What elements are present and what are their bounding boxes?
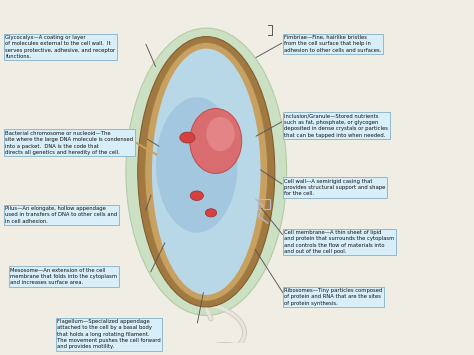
Text: Cell membrane—A thin sheet of lipid
and protein that surrounds the cytoplasm
and: Cell membrane—A thin sheet of lipid and … (284, 230, 395, 254)
Ellipse shape (138, 37, 275, 307)
Ellipse shape (126, 28, 287, 316)
Text: Inclusion/Granule—Stored nutrients
such as fat, phosphate, or glycogen
deposited: Inclusion/Granule—Stored nutrients such … (284, 114, 388, 138)
Text: Glycocalyx—A coating or layer
of molecules external to the cell wall.  It
serves: Glycocalyx—A coating or layer of molecul… (5, 35, 116, 59)
Text: Mesosome—An extension of the cell
membrane that folds into the cytoplasm
and inc: Mesosome—An extension of the cell membra… (10, 268, 117, 285)
Ellipse shape (205, 209, 217, 217)
Text: Bacterial chromosome or nucleoid—The
site where the large DNA molecule is conden: Bacterial chromosome or nucleoid—The sit… (5, 131, 134, 155)
Ellipse shape (152, 49, 261, 295)
Text: Fimbriae—Fine, hairlike bristles
from the cell surface that help in
adhesion to : Fimbriae—Fine, hairlike bristles from th… (284, 35, 382, 53)
Ellipse shape (156, 97, 237, 233)
Text: Ribosomes—Tiny particles composed
of protein and RNA that are the sites
of prote: Ribosomes—Tiny particles composed of pro… (284, 288, 383, 306)
Ellipse shape (180, 132, 195, 143)
Text: Flagellum—Specialized appendage
attached to the cell by a basal body
that holds : Flagellum—Specialized appendage attached… (57, 319, 161, 349)
Text: Cell wall—A semirigid casing that
provides structural support and shape
for the : Cell wall—A semirigid casing that provid… (284, 179, 386, 196)
Ellipse shape (145, 43, 268, 301)
Ellipse shape (206, 117, 235, 151)
Text: Pilus—An elongate, hollow appendage
used in transfers of DNA to other cells and
: Pilus—An elongate, hollow appendage used… (5, 206, 118, 224)
Ellipse shape (190, 191, 203, 201)
Ellipse shape (190, 109, 242, 174)
